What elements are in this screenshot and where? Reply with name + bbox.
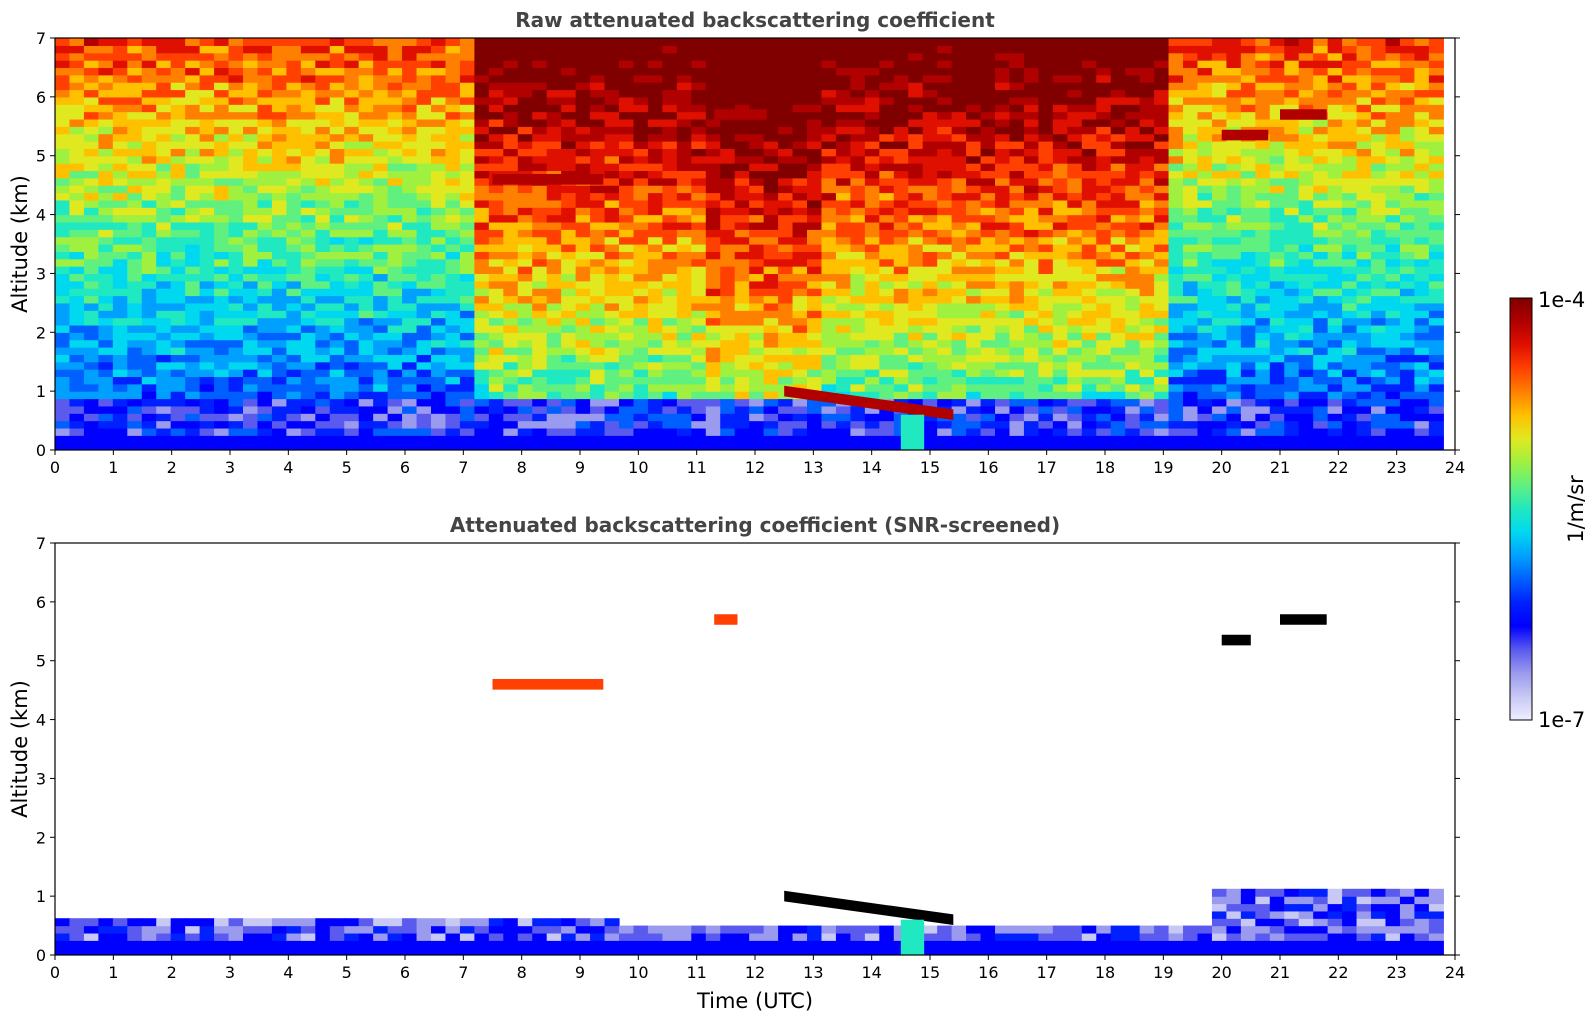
- panel-title-screened: Attenuated backscattering coefficient (S…: [450, 513, 1060, 537]
- colorbar-max-label: 1e-4: [1538, 288, 1585, 312]
- x-tick-label: 12: [745, 458, 765, 477]
- y-tick-label: 7: [36, 29, 46, 48]
- y-tick-label: 2: [36, 828, 46, 847]
- x-tick-label: 11: [686, 963, 706, 982]
- y-tick-label: 3: [36, 264, 46, 283]
- x-tick-label: 6: [400, 458, 410, 477]
- x-tick-label: 8: [517, 458, 527, 477]
- y-axis-raw: 0 1 2 3 4 5 6 7: [36, 29, 1460, 460]
- cloud-feature: [900, 414, 925, 450]
- x-tick-label: 10: [628, 458, 648, 477]
- y-axis-screened: 0 1 2 3 4 5 6 7: [36, 534, 1460, 965]
- x-tick-label: 1: [108, 963, 118, 982]
- x-tick-label: 17: [1036, 458, 1056, 477]
- x-tick-label: 18: [1095, 963, 1115, 982]
- x-tick-label: 21: [1270, 458, 1290, 477]
- x-tick-label: 5: [342, 963, 352, 982]
- x-tick-label: 24: [1445, 963, 1465, 982]
- x-tick-label: 16: [978, 963, 998, 982]
- x-tick-label: 20: [1211, 963, 1231, 982]
- cloud-feature: [1221, 129, 1269, 141]
- y-axis-label-screened: Altitude (km): [8, 680, 32, 818]
- heatmap-screened: [55, 543, 1455, 955]
- y-tick-label: 5: [36, 652, 46, 671]
- x-tick-label: 11: [686, 458, 706, 477]
- cloud-feature: [784, 385, 954, 420]
- x-tick-label: 14: [861, 963, 881, 982]
- y-tick-label: 1: [36, 382, 46, 401]
- x-tick-label: 19: [1153, 458, 1173, 477]
- cloud-feature: [1280, 109, 1327, 120]
- x-axis-raw: 0 1 2 3 4 5 6 7 8 9 10 11 12 13 14 15 16 17 18 19 20 21 22 23 24: [50, 450, 1465, 477]
- y-tick-label: 3: [36, 769, 46, 788]
- x-tick-label: 19: [1153, 963, 1173, 982]
- heatmap-raw: [55, 38, 1455, 450]
- x-tick-label: 20: [1211, 458, 1231, 477]
- x-tick-label: 17: [1036, 963, 1056, 982]
- x-tick-label: 4: [283, 458, 293, 477]
- y-tick-label: 7: [36, 534, 46, 553]
- y-axis-label-raw: Altitude (km): [8, 175, 32, 313]
- x-tick-label: 0: [50, 458, 60, 477]
- x-tick-label: 6: [400, 963, 410, 982]
- y-tick-label: 6: [36, 593, 46, 612]
- panel-screened: Attenuated backscattering coefficient (S…: [8, 513, 1465, 1013]
- colorbar-min-label: 1e-7: [1538, 708, 1585, 732]
- x-tick-label: 24: [1445, 458, 1465, 477]
- y-tick-label: 4: [36, 206, 46, 225]
- y-tick-label: 5: [36, 147, 46, 166]
- x-tick-label: 7: [458, 963, 468, 982]
- colorbar-unit-label: 1/m/sr: [1564, 475, 1588, 543]
- x-axis-screened: 0 1 2 3 4 5 6 7 8 9 10 11 12 13 14 15 16 17 18 19 20 21 22 23 24: [50, 955, 1465, 982]
- x-tick-label: 22: [1328, 458, 1348, 477]
- x-tick-label: 2: [167, 963, 177, 982]
- x-tick-label: 15: [920, 458, 940, 477]
- x-tick-label: 10: [628, 963, 648, 982]
- x-tick-label: 14: [861, 458, 881, 477]
- cloud-feature: [492, 679, 604, 690]
- colorbar: 1e-4 1e-7 1/m/sr: [1509, 288, 1588, 732]
- x-tick-label: 13: [803, 963, 823, 982]
- cloud-feature: [714, 109, 767, 120]
- y-tick-label: 4: [36, 711, 46, 730]
- x-tick-label: 16: [978, 458, 998, 477]
- x-tick-label: 23: [1386, 458, 1406, 477]
- x-tick-label: 9: [575, 458, 585, 477]
- x-tick-label: 8: [517, 963, 527, 982]
- y-tick-label: 6: [36, 88, 46, 107]
- y-tick-label: 0: [36, 946, 46, 965]
- x-tick-label: 12: [745, 963, 765, 982]
- y-tick-label: 0: [36, 441, 46, 460]
- x-tick-label: 9: [575, 963, 585, 982]
- colorbar-gradient: [1509, 297, 1533, 721]
- y-tick-label: 2: [36, 323, 46, 342]
- panel-raw: Raw attenuated backscattering coefficien…: [8, 8, 1465, 477]
- x-tick-label: 3: [225, 963, 235, 982]
- cloud-feature: [1221, 634, 1251, 646]
- cloud-feature: [784, 890, 954, 925]
- cloud-feature: [1280, 614, 1327, 625]
- panel-title-raw: Raw attenuated backscattering coefficien…: [515, 8, 995, 32]
- x-tick-label: 0: [50, 963, 60, 982]
- x-tick-label: 7: [458, 458, 468, 477]
- x-tick-label: 2: [167, 458, 177, 477]
- x-tick-label: 13: [803, 458, 823, 477]
- x-tick-label: 18: [1095, 458, 1115, 477]
- x-tick-label: 15: [920, 963, 940, 982]
- y-tick-label: 1: [36, 887, 46, 906]
- cloud-feature: [714, 614, 738, 625]
- x-axis-label: Time (UTC): [696, 989, 813, 1013]
- x-tick-label: 4: [283, 963, 293, 982]
- x-tick-label: 3: [225, 458, 235, 477]
- x-tick-label: 23: [1386, 963, 1406, 982]
- cloud-feature: [492, 174, 604, 185]
- x-tick-label: 22: [1328, 963, 1348, 982]
- x-tick-label: 5: [342, 458, 352, 477]
- cloud-feature: [900, 919, 925, 955]
- x-tick-label: 21: [1270, 963, 1290, 982]
- x-tick-label: 1: [108, 458, 118, 477]
